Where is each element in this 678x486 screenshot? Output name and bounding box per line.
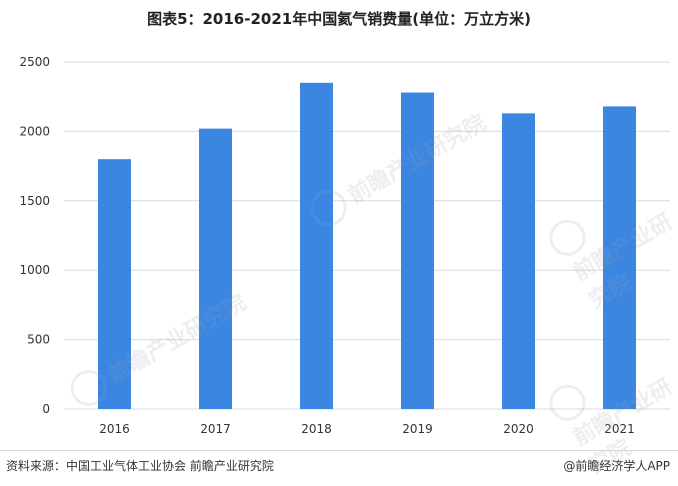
- bar-2020: [502, 113, 535, 409]
- y-tick-label: 1500: [19, 194, 50, 208]
- source-note: 资料来源：中国工业气体工业协会 前瞻产业研究院: [6, 459, 274, 473]
- x-tick-label: 2016: [99, 422, 130, 436]
- chart-title: 图表5：2016-2021年中国氦气销费量(单位：万立方米): [147, 10, 531, 28]
- x-axis-tick-labels: 2016 2017 2018 2019 2020 2021: [99, 422, 635, 436]
- y-tick-label: 500: [27, 333, 50, 347]
- brand-label: @前瞻经济学人APP: [563, 459, 670, 473]
- bars: [98, 82, 636, 409]
- gridlines: [64, 61, 670, 410]
- y-tick-label: 2000: [19, 124, 50, 138]
- y-axis-tick-labels: 0 500 1000 1500 2000 2500: [19, 55, 50, 416]
- footer-divider: [0, 450, 678, 451]
- bar-2018: [300, 82, 333, 409]
- y-tick-label: 2500: [19, 55, 50, 69]
- x-tick-label: 2018: [301, 422, 332, 436]
- x-tick-label: 2019: [402, 422, 433, 436]
- bar-2017: [199, 128, 232, 409]
- bar-chart: 0 500 1000 1500 2000 2500 2016 2017 2018 2019 202…: [19, 55, 670, 436]
- x-tick-label: 2020: [503, 422, 534, 436]
- x-tick-label: 2017: [200, 422, 231, 436]
- bar-2019: [401, 92, 434, 409]
- y-tick-label: 0: [42, 402, 50, 416]
- bar-2016: [98, 159, 131, 409]
- y-tick-label: 1000: [19, 263, 50, 277]
- bar-2021: [603, 106, 636, 409]
- x-tick-label: 2021: [604, 422, 635, 436]
